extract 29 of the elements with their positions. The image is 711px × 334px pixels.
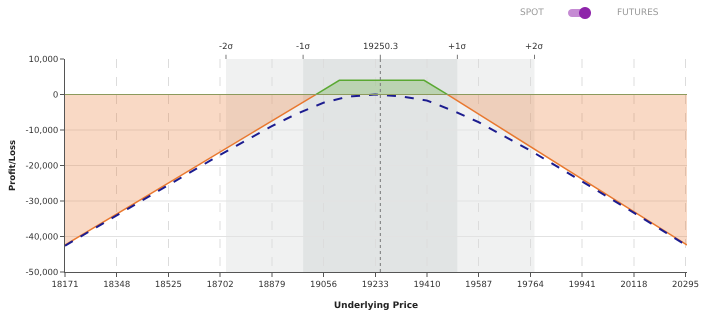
x-tick-label: 19764 [516,280,544,290]
x-tick-label: 18348 [103,280,130,290]
x-tick-label: 19056 [310,280,338,290]
ref-line-label: 19250.3 [363,42,398,52]
x-tick-label: 18525 [154,280,182,290]
ref-line-label: -1σ [296,42,310,52]
y-tick-label: -10,000 [25,126,58,136]
ref-line-label: +2σ [525,42,544,52]
y-tick-label: -30,000 [25,196,58,207]
x-tick-label: 20118 [620,280,648,290]
x-tick-label: 20295 [672,280,700,290]
x-axis-title: Underlying Price [334,301,418,311]
x-tick-label: 18879 [258,280,286,290]
text: FUTURES [617,8,659,18]
y-tick-label: 10,000 [28,54,58,65]
x-tick-label: 19410 [413,280,441,290]
y-tick-label: -40,000 [25,232,58,242]
y-tick-label: 0 [52,90,58,100]
y-axis-title: Profit/Loss [8,140,18,192]
text: SPOT [520,8,544,18]
x-tick-label: 19941 [568,280,596,290]
x-tick-label: 18702 [206,280,234,290]
y-tick-label: -50,000 [25,268,58,278]
ref-line-label: -2σ [219,42,234,52]
x-tick-label: 18171 [51,280,79,290]
y-tick-label: -20,000 [25,161,58,172]
x-tick-label: 19587 [465,280,492,290]
x-tick-label: 19233 [362,280,389,290]
ref-line-label: +1σ [448,42,467,52]
